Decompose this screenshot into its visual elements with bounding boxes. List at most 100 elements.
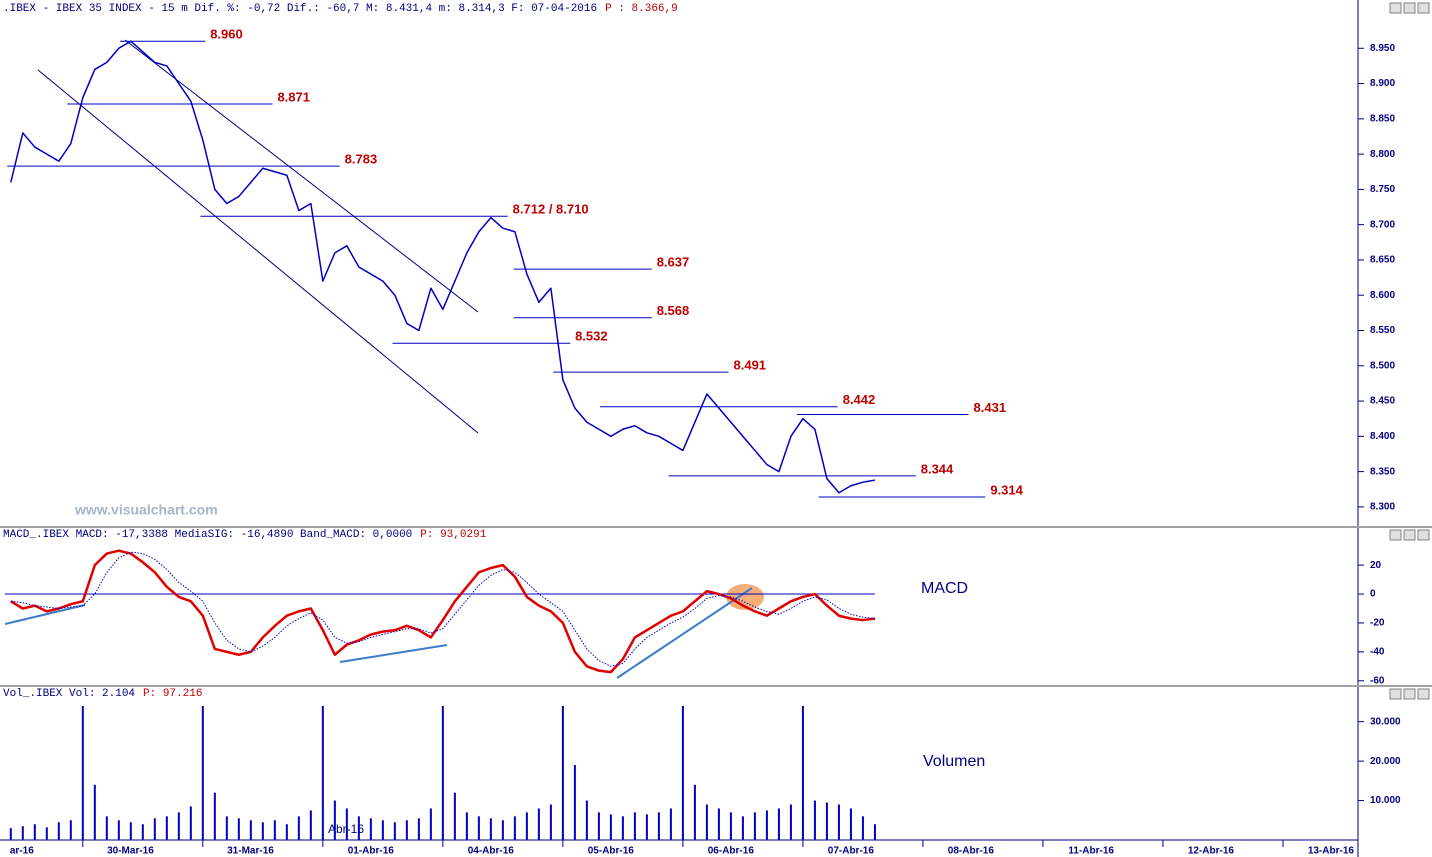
volume-bar: [801, 705, 804, 840]
x-tick-label: 05-Abr-16: [588, 846, 635, 857]
volume-bar: [825, 802, 828, 840]
volume-bar: [441, 705, 444, 840]
volume-bar: [597, 812, 600, 840]
volume-bar: [45, 827, 48, 840]
volume-bar: [489, 818, 492, 840]
volume-bar: [789, 804, 792, 840]
volume-bar: [513, 816, 516, 840]
volume-bar: [729, 812, 732, 840]
y-tick-label: 10.000: [1370, 795, 1401, 806]
volume-bar: [297, 816, 300, 840]
volume-bar: [657, 812, 660, 840]
volume-bar: [285, 824, 288, 840]
y-tick-label: 8.450: [1370, 396, 1395, 407]
volume-bar: [453, 792, 456, 840]
y-tick-label: 20.000: [1370, 756, 1401, 767]
maximize-button[interactable]: [1403, 688, 1416, 700]
channel-line: [37, 69, 479, 434]
minimize-button[interactable]: [1389, 529, 1402, 541]
level-label: 8.637: [657, 255, 690, 270]
channel-line: [124, 39, 479, 313]
x-tick-label: 08-Abr-16: [948, 846, 995, 857]
volume-bar: [609, 814, 612, 840]
level-label: 8.871: [277, 89, 310, 104]
y-tick-label: -20: [1370, 618, 1385, 629]
volume-bar: [705, 804, 708, 840]
volume-bar: [621, 816, 624, 840]
y-tick-label: -60: [1370, 675, 1385, 686]
level-label: 8.344: [921, 461, 954, 476]
y-tick-label: 8.400: [1370, 431, 1395, 442]
volume-bar: [573, 765, 576, 840]
volume-bar: [93, 784, 96, 840]
panel-label: Volumen: [923, 753, 985, 770]
close-button[interactable]: [1417, 529, 1430, 541]
volume-bar: [33, 824, 36, 840]
volume-bar: [225, 816, 228, 840]
crossover-highlight: [726, 584, 764, 610]
close-button[interactable]: [1417, 688, 1430, 700]
close-button[interactable]: [1417, 2, 1430, 14]
volume-bar: [249, 820, 252, 840]
trend-line: [616, 587, 753, 679]
volume-bar: [81, 705, 84, 840]
level-label: 8.532: [575, 329, 608, 344]
y-tick-label: 8.550: [1370, 325, 1395, 336]
window-buttons[interactable]: [1389, 2, 1430, 700]
volume-bar: [357, 816, 360, 840]
y-tick-label: 30.000: [1370, 716, 1401, 727]
y-tick-label: 8.650: [1370, 255, 1395, 266]
volume-bar: [633, 812, 636, 840]
volume-bar: [177, 812, 180, 840]
volume-bar: [237, 818, 240, 840]
minimize-button[interactable]: [1389, 2, 1402, 14]
volume-bar: [165, 816, 168, 840]
volume-bar: [333, 800, 336, 840]
volume-bar: [345, 808, 348, 840]
minimize-button[interactable]: [1389, 688, 1402, 700]
maximize-button[interactable]: [1403, 529, 1416, 541]
y-tick-label: 8.300: [1370, 502, 1395, 513]
volume-bar: [273, 820, 276, 840]
header-value: P : 8.366,9: [605, 3, 678, 15]
volume-bar: [813, 800, 816, 840]
volume-bar: [549, 804, 552, 840]
x-tick-label: ar-16: [10, 846, 34, 857]
volume-bar: [681, 705, 684, 840]
volume-bar: [417, 818, 420, 840]
level-label: 8.783: [345, 152, 378, 167]
volume-bar: [777, 808, 780, 840]
y-tick-label: 8.800: [1370, 149, 1395, 160]
level-label: 8.491: [734, 358, 767, 373]
volume-bar: [369, 818, 372, 840]
volume-bar: [837, 804, 840, 840]
x-tick-label: 13-Abr-16: [1308, 846, 1355, 857]
watermark: www.visualchart.com: [74, 502, 218, 518]
x-tick-label: 06-Abr-16: [708, 846, 755, 857]
volume-bar: [741, 816, 744, 840]
x-tick-label: 12-Abr-16: [1188, 846, 1235, 857]
x-tick-label: 04-Abr-16: [468, 846, 515, 857]
panel-label: MACD: [921, 580, 968, 597]
x-tick-label: 01-Abr-16: [348, 846, 395, 857]
level-label: 8.431: [974, 400, 1007, 415]
volume-bar: [189, 806, 192, 840]
y-tick-label: 8.950: [1370, 43, 1395, 54]
volume-bar: [381, 820, 384, 840]
volume-bar: [561, 705, 564, 840]
trend-line: [339, 644, 448, 663]
y-tick-label: 0: [1370, 589, 1376, 600]
header-value: P: 93,0291: [420, 529, 486, 541]
maximize-button[interactable]: [1403, 2, 1416, 14]
volume-bar: [849, 808, 852, 840]
volume-bar: [9, 828, 12, 840]
panel-header: .IBEX - IBEX 35 INDEX - 15 m Dif. %: -0,…: [3, 3, 678, 15]
level-label: 8.960: [210, 27, 243, 42]
volume-bar: [129, 822, 132, 840]
header-text: .IBEX - IBEX 35 INDEX - 15 m Dif. %: -0,…: [3, 3, 597, 15]
volume-bar: [873, 824, 876, 840]
volume-bar: [525, 812, 528, 840]
header-text: MACD_.IBEX MACD: -17,3388 MediaSIG: -16,…: [3, 529, 412, 541]
